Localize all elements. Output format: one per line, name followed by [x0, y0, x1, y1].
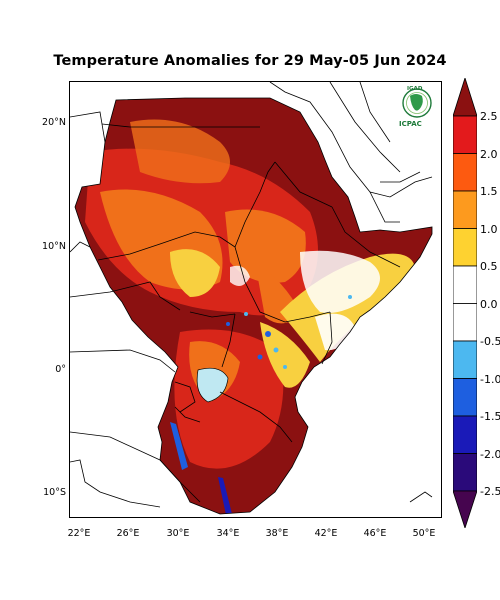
map-plot-area [69, 81, 442, 518]
colorbar-label-2.0: 2.0 [480, 148, 498, 161]
igad-logo [402, 88, 432, 118]
colorbar-label-neg2.5: -2.5 [480, 485, 500, 498]
lon-label-26e: 26°E [116, 528, 140, 539]
colorbar-label-neg2.0: -2.0 [480, 448, 500, 461]
lat-label-0: 0° [55, 364, 66, 375]
lon-label-42e: 42°E [314, 528, 338, 539]
colorbar-label-2.5: 2.5 [480, 110, 498, 123]
lon-label-30e: 30°E [166, 528, 190, 539]
lon-label-38e: 38°E [265, 528, 289, 539]
colorbar-label-0.5: 0.5 [480, 260, 498, 273]
lon-label-22e: 22°E [67, 528, 91, 539]
colorbar-label-0.0: 0.0 [480, 298, 498, 311]
colorbar-label-1.5: 1.5 [480, 185, 498, 198]
colorbar-label-neg1.0: -1.0 [480, 373, 500, 386]
anomaly-map [70, 82, 433, 515]
lat-label-10n: 10°N [42, 241, 66, 252]
colorbar [453, 78, 477, 528]
colorbar-label-1.0: 1.0 [480, 223, 498, 236]
map-title: Temperature Anomalies for 29 May-05 Jun … [53, 53, 447, 69]
anomaly-field [75, 98, 432, 514]
country-borders [70, 82, 433, 515]
lat-label-10s: 10°S [43, 487, 66, 498]
logo-text-top: IGAD [407, 86, 423, 92]
logo-text-bottom: ICPAC [399, 120, 422, 128]
lon-label-46e: 46°E [363, 528, 387, 539]
colorbar-label-neg0.5: -0.5 [480, 335, 500, 348]
colorbar-label-neg1.5: -1.5 [480, 410, 500, 423]
lon-label-34e: 34°E [216, 528, 240, 539]
lon-label-50e: 50°E [412, 528, 436, 539]
lat-label-20n: 20°N [42, 117, 66, 128]
